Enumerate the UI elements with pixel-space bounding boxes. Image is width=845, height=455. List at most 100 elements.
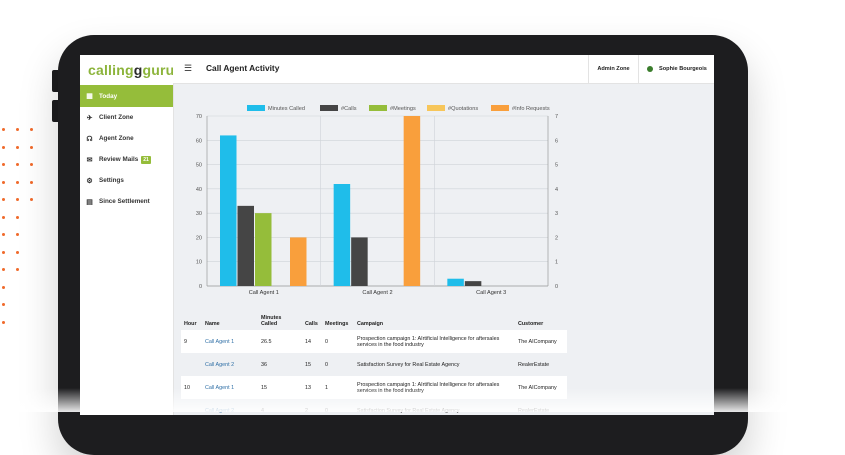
sidebar-item-agent-zone[interactable]: ☊ Agent Zone <box>80 128 173 149</box>
count-badge: 21 <box>141 155 151 164</box>
gears-icon: ⚙ <box>86 177 93 185</box>
y-right-tick-label: 7 <box>555 114 558 120</box>
bar-minutes-called <box>220 135 237 286</box>
decorative-dot <box>2 128 5 131</box>
cell-customer: The AICompany <box>515 330 567 353</box>
bottom-fade <box>0 388 845 412</box>
tablet-side-button <box>52 70 58 92</box>
y-left-tick-label: 20 <box>196 235 202 241</box>
legend-swatch <box>427 105 445 111</box>
decorative-dot <box>2 215 5 219</box>
logo-text: calling <box>88 62 134 78</box>
cell-name-link[interactable]: Call Agent 2 <box>205 361 235 368</box>
cell-meetings: 0 <box>322 330 354 353</box>
admin-zone-link[interactable]: Admin Zone <box>588 55 639 83</box>
bar-calls <box>351 237 368 286</box>
app-screen: calling g guru ▦ Today ✈ Client Zone ☊ Agent … <box>80 55 714 415</box>
decorative-dot <box>2 268 5 271</box>
cell-minutes: 36 <box>261 361 267 368</box>
sidebar-item-label: Review Mails <box>99 156 139 163</box>
hamburger-menu-icon[interactable]: ☰ <box>184 63 193 73</box>
table-row[interactable]: 9 Call Agent 1 26.5 14 0 Prospection cam… <box>181 330 567 353</box>
decorative-dot <box>30 128 33 131</box>
bar-info-requests <box>403 116 421 286</box>
decorative-dot <box>16 233 19 236</box>
bar-minutes-called <box>447 278 464 286</box>
x-tick-label: Call Agent 2 <box>362 290 392 296</box>
y-right-tick-label: 5 <box>555 163 558 169</box>
cell-customer: RealerEstate <box>518 361 550 368</box>
table-row[interactable]: Call Agent 2 36 15 0 Satisfaction Survey… <box>181 353 567 376</box>
bar-calls <box>464 281 482 286</box>
decorative-dot <box>30 145 33 149</box>
bar-calls <box>237 205 254 286</box>
top-bar: ☰ Call Agent Activity Admin Zone Sophie … <box>173 55 714 84</box>
cell-minutes: 26.5 <box>258 330 302 353</box>
cell-campaign: Satisfaction Survey for Real Estate Agen… <box>357 361 460 368</box>
cell-hour <box>181 353 202 376</box>
user-menu[interactable]: Sophie Bourgeois <box>647 55 707 83</box>
decorative-dot <box>2 285 5 289</box>
decorative-dot <box>2 163 5 166</box>
sidebar-item-today[interactable]: ▦ Today <box>80 85 173 107</box>
bar-chart-icon: ▦ <box>86 93 93 100</box>
column-header: Customer <box>518 321 544 327</box>
decorative-dot <box>2 303 5 306</box>
decorative-dot <box>2 233 5 236</box>
sidebar-item-label: Agent Zone <box>99 135 134 142</box>
table-header-row: Hour Name Minutes Called Calls Meetings … <box>181 305 567 330</box>
legend-label: #Info Requests <box>512 106 550 112</box>
column-header: Calls <box>305 321 318 327</box>
tablet-side-button <box>52 100 58 122</box>
legend-label: #Quotations <box>448 106 478 112</box>
legend-swatch <box>247 105 265 111</box>
cell-name-link[interactable]: Call Agent 1 <box>202 330 258 353</box>
x-tick-label: Call Agent 3 <box>476 290 506 296</box>
legend-label: #Meetings <box>390 106 416 112</box>
sidebar: calling g guru ▦ Today ✈ Client Zone ☊ Agent … <box>80 55 174 415</box>
status-dot-icon <box>647 66 653 72</box>
sidebar-item-label: Settings <box>99 177 124 184</box>
sidebar-item-label: Client Zone <box>99 114 134 121</box>
cell-meetings: 0 <box>325 361 328 368</box>
decorative-dot <box>16 250 19 254</box>
y-left-tick-label: 70 <box>196 114 202 120</box>
cell-hour: 9 <box>181 330 202 353</box>
calendar-icon: ▤ <box>86 198 93 206</box>
decorative-dot <box>16 268 19 271</box>
decorative-dot <box>2 320 5 324</box>
sidebar-item-since-settlement[interactable]: ▤ Since Settlement <box>80 191 173 212</box>
x-tick-label: Call Agent 1 <box>249 290 279 296</box>
sidebar-item-review-mails[interactable]: ✉ Review Mails 21 <box>80 149 173 170</box>
headset-icon: ☊ <box>86 135 93 143</box>
cell-campaign: Prospection campaign 1: AIrtificial Inte… <box>354 330 515 353</box>
decorative-dot <box>16 215 19 219</box>
bar-meetings <box>255 213 272 286</box>
decorative-dot <box>16 128 19 131</box>
y-right-tick-label: 3 <box>555 211 558 217</box>
decorative-dot <box>16 163 19 166</box>
decorative-dot <box>16 145 19 149</box>
sidebar-item-client-zone[interactable]: ✈ Client Zone <box>80 107 173 128</box>
legend-swatch <box>369 105 387 111</box>
activity-chart: 0 10 20 30 40 50 60 70 0 1 2 3 4 5 6 7 Call Agent 1 Call … <box>173 97 673 301</box>
cell-calls: 15 <box>305 361 311 368</box>
cell-calls: 14 <box>302 330 322 353</box>
legend-swatch <box>320 105 338 111</box>
column-header: Meetings <box>325 321 349 327</box>
sidebar-item-label: Today <box>99 92 118 100</box>
column-header: Name <box>205 321 220 327</box>
y-left-tick-label: 0 <box>199 284 202 290</box>
bar-minutes-called <box>333 184 351 286</box>
y-left-tick-label: 40 <box>196 187 202 193</box>
bar-info-requests <box>290 237 307 286</box>
decorative-dots <box>0 128 50 338</box>
column-header: Campaign <box>357 321 384 327</box>
logo[interactable]: calling g guru <box>80 55 174 85</box>
decorative-dot <box>30 180 33 184</box>
decorative-dot <box>16 180 19 184</box>
legend-label: Minutes Called <box>268 106 305 112</box>
y-left-tick-label: 10 <box>196 260 202 266</box>
sidebar-item-settings[interactable]: ⚙ Settings <box>80 170 173 191</box>
decorative-dot <box>2 198 5 201</box>
